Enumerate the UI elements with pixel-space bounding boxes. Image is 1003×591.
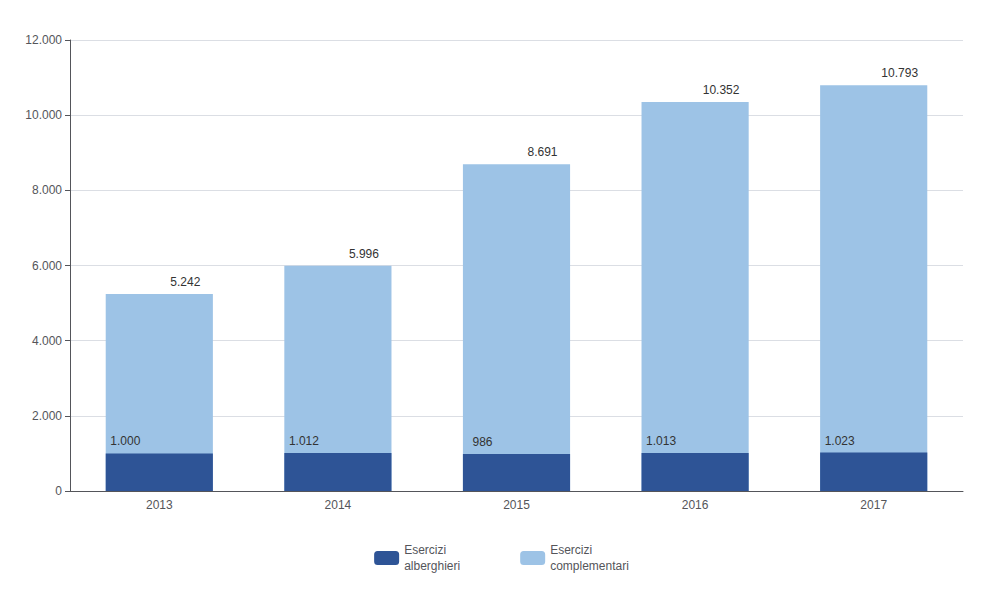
svg-text:10.352: 10.352 xyxy=(703,83,740,97)
svg-text:5.242: 5.242 xyxy=(170,275,200,289)
svg-text:6.000: 6.000 xyxy=(32,259,62,273)
svg-text:1.012: 1.012 xyxy=(289,434,319,448)
svg-text:0: 0 xyxy=(55,484,62,498)
svg-text:Esercizi: Esercizi xyxy=(404,543,446,557)
svg-text:12.000: 12.000 xyxy=(25,33,62,47)
svg-text:2.000: 2.000 xyxy=(32,409,62,423)
svg-text:2014: 2014 xyxy=(325,498,352,512)
svg-text:1.013: 1.013 xyxy=(646,434,676,448)
svg-text:8.000: 8.000 xyxy=(32,183,62,197)
svg-text:2015: 2015 xyxy=(503,498,530,512)
svg-text:10.793: 10.793 xyxy=(881,66,918,80)
svg-text:2016: 2016 xyxy=(682,498,709,512)
svg-text:complementari: complementari xyxy=(550,559,629,573)
svg-text:986: 986 xyxy=(472,435,492,449)
svg-text:5.996: 5.996 xyxy=(349,247,379,261)
svg-text:alberghieri: alberghieri xyxy=(404,559,460,573)
svg-text:1.023: 1.023 xyxy=(825,434,855,448)
svg-text:4.000: 4.000 xyxy=(32,334,62,348)
svg-text:8.691: 8.691 xyxy=(527,145,557,159)
svg-text:Esercizi: Esercizi xyxy=(550,543,592,557)
svg-text:10.000: 10.000 xyxy=(25,108,62,122)
svg-text:2013: 2013 xyxy=(146,498,173,512)
svg-text:2017: 2017 xyxy=(860,498,887,512)
svg-text:1.000: 1.000 xyxy=(110,434,140,448)
